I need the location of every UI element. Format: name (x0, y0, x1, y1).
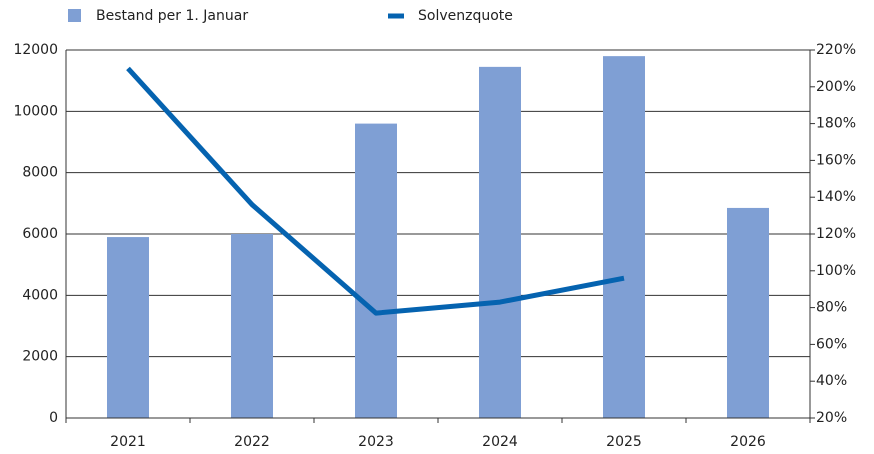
y-tick-label: 2000 (22, 349, 58, 365)
y2-tick-label: 120% (816, 226, 856, 242)
bar (107, 237, 149, 418)
x-tick-label: 2026 (730, 434, 766, 450)
x-tick-label: 2022 (234, 434, 270, 450)
y2-tick-label: 180% (816, 116, 856, 132)
y2-tick-label: 140% (816, 189, 856, 205)
y-tick-label: 6000 (22, 226, 58, 242)
bar (355, 123, 397, 418)
y2-tick-label: 100% (816, 263, 856, 279)
bar (479, 66, 521, 418)
y2-tick-label: 60% (816, 336, 847, 352)
line (126, 66, 625, 316)
legend-swatch (68, 9, 81, 22)
y2-tick-label: 220% (816, 42, 856, 58)
y-tick-label: 0 (49, 410, 58, 426)
bar (231, 234, 273, 418)
y-tick-label: 4000 (22, 287, 58, 303)
y2-tick-label: 160% (816, 152, 856, 168)
bar (727, 207, 769, 418)
legend-label: Bestand per 1. Januar (96, 8, 248, 24)
y2-tick-label: 80% (816, 300, 847, 316)
y-tick-label: 10000 (13, 103, 58, 119)
x-tick-label: 2024 (482, 434, 518, 450)
y-tick-label: 8000 (22, 165, 58, 181)
x-tick-label: 2021 (110, 434, 146, 450)
y2-tick-label: 20% (816, 410, 847, 426)
y2-tick-label: 200% (816, 79, 856, 95)
y-tick-label: 12000 (13, 42, 58, 58)
legend-label: Solvenzquote (418, 8, 513, 24)
bar (603, 56, 645, 419)
x-tick-label: 2023 (358, 434, 394, 450)
x-tick-label: 2025 (606, 434, 642, 450)
y2-tick-label: 40% (816, 373, 847, 389)
